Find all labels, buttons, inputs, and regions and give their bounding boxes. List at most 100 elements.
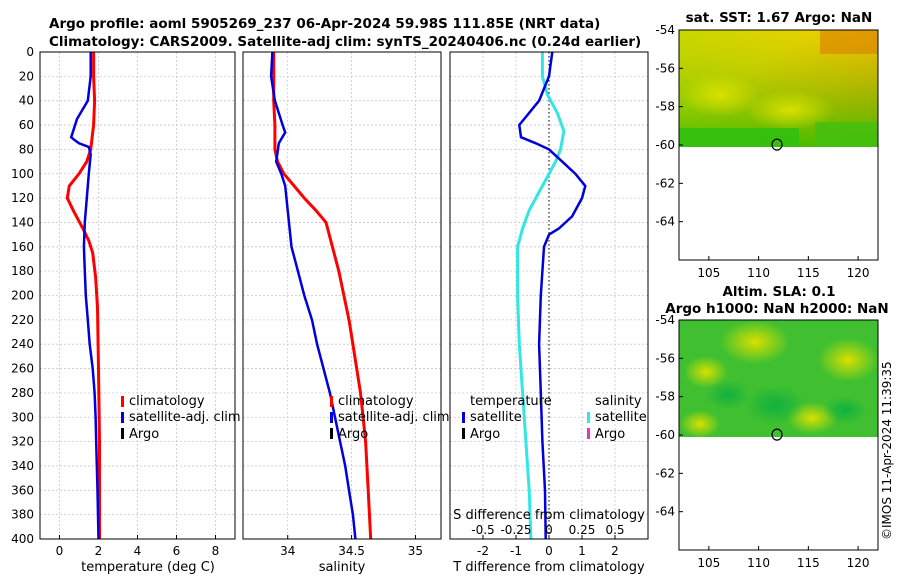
map-y-tick-label: -54 (655, 23, 675, 37)
map-y-tick-label: -56 (655, 351, 675, 365)
depth-tick-label: 380 (11, 508, 34, 522)
x-tick-label: 34.5 (338, 544, 365, 558)
map-y-tick-label: -60 (655, 138, 675, 152)
legend-salinity-satellite: satellite (595, 410, 647, 425)
temperature-tick-labels: 0 2 4 6 8 (56, 535, 220, 558)
sla-map-ticks: 105 110 115 120 -54 -56 -58 -60 -62 -64 (655, 313, 869, 570)
x-tick-label: 2 (95, 544, 103, 558)
map-x-tick-label: 110 (747, 556, 770, 570)
legend-climatology: climatology (338, 394, 414, 409)
depth-tick-label: 400 (11, 532, 34, 546)
sla-map-subtitle: Argo h1000: NaN h2000: NaN (665, 301, 888, 317)
map-x-tick-label: 120 (847, 266, 870, 280)
legend-salinity-satellite-swatch (587, 412, 590, 423)
map-y-tick-label: -56 (655, 61, 675, 75)
legend-argo: Argo (338, 427, 368, 442)
depth-tick-label: 240 (11, 337, 34, 351)
depth-tick-label: 260 (11, 362, 34, 376)
legend-satellite: satellite-adj. clim (338, 410, 450, 425)
legend-argo: Argo (129, 427, 159, 442)
legend-argo-swatch (462, 428, 465, 439)
salinity-satellite-line (269, 52, 357, 539)
legend-climatology-swatch (121, 396, 124, 407)
map-x-tick-label: 110 (747, 266, 770, 280)
depth-tick-label: 140 (11, 215, 34, 229)
x-tick-label: -2 (477, 544, 489, 558)
temperature-climatology-line (65, 52, 101, 539)
sla-map: Altim. SLA: 0.1 Argo h1000: NaN h2000: N… (655, 284, 888, 570)
x-tick-label: 0 (545, 544, 553, 558)
map-y-tick-label: -58 (655, 100, 675, 114)
legend-satellite-swatch (121, 412, 124, 423)
difference-grid (450, 51, 648, 540)
legend-temperature-satellite: satellite (470, 410, 522, 425)
map-y-tick-label: -64 (655, 505, 675, 519)
depth-tick-label: 20 (19, 69, 34, 83)
footer-watermark: ©IMOS 11-Apr-2024 11:39:35 (880, 361, 894, 540)
depth-tick-label: 220 (11, 313, 34, 327)
legend-salinity-title: salinity (595, 394, 642, 409)
x-tick-label: 1 (578, 544, 586, 558)
difference-xlabel: T difference from climatology (452, 560, 645, 575)
legend-climatology-swatch (330, 396, 333, 407)
salinity-difference-tick-label: 0.25 (569, 523, 596, 537)
temperature-difference-line (517, 52, 587, 539)
salinity-climatology-line (272, 52, 373, 539)
legend-argo-swatch (330, 428, 333, 439)
float-position-marker (771, 428, 783, 441)
x-tick-label: 4 (134, 544, 142, 558)
map-y-tick-label: -60 (655, 428, 675, 442)
temperature-panel: 0204060801001201401601802002202402602803… (11, 45, 241, 575)
legend-salinity-argo-swatch (587, 428, 590, 439)
map-x-tick-label: 105 (697, 556, 720, 570)
legend-temperature-title: temperature (470, 394, 552, 409)
sla-map-title: Altim. SLA: 0.1 (722, 284, 835, 300)
map-x-tick-label: 115 (797, 266, 820, 280)
x-tick-label: 0 (56, 544, 64, 558)
map-x-tick-label: 120 (847, 556, 870, 570)
float-position-marker (771, 138, 783, 151)
difference-tick-labels: -2 -1 0 1 2 (477, 535, 619, 558)
map-x-tick-label: 105 (697, 266, 720, 280)
figure-title-line2: Climatology: CARS2009. Satellite-adj cli… (49, 34, 641, 50)
map-y-tick-label: -62 (655, 176, 675, 190)
x-tick-label: -1 (510, 544, 522, 558)
legend-satellite-swatch (330, 412, 333, 423)
legend-salinity-argo: Argo (595, 427, 625, 442)
salinity-difference-label: S difference from climatology (453, 508, 645, 523)
map-x-tick-label: 115 (797, 556, 820, 570)
salinity-tick-labels: 34 34.5 35 (280, 535, 423, 558)
legend-satellite-swatch (462, 412, 465, 423)
map-y-tick-label: -58 (655, 390, 675, 404)
salinity-panel: 34 34.5 35 salinity climatology satellite-… (242, 51, 450, 575)
salinity-difference-line (516, 52, 566, 539)
salinity-grid (243, 51, 441, 540)
legend-climatology: climatology (129, 394, 205, 409)
legend-satellite: satellite-adj. clim (129, 410, 241, 425)
depth-tick-label: 360 (11, 483, 34, 497)
depth-tick-label: 300 (11, 410, 34, 424)
temperature-xlabel: temperature (deg C) (81, 560, 215, 575)
sst-map-ticks: 105 110 115 120 -54 -56 -58 -60 -62 -64 (655, 23, 869, 280)
salinity-difference-tick-labels: -0.5 -0.25 0 0.25 0.5 (471, 523, 624, 537)
sst-map: sat. SST: 1.67 Argo: NaN 105 110 115 120 -54… (655, 10, 879, 280)
depth-tick-label: 180 (11, 264, 34, 278)
depth-tick-label: 100 (11, 167, 34, 181)
map-y-tick-label: -64 (655, 215, 675, 229)
x-tick-label: 8 (212, 544, 220, 558)
depth-tick-label: 80 (19, 142, 34, 156)
salinity-xlabel: salinity (319, 560, 366, 575)
depth-tick-label: 60 (19, 118, 34, 132)
depth-tick-labels: 0 20 40 60 80 100 120 140 160 180 200 220 240 260 280 3… (11, 45, 34, 546)
temperature-grid (40, 51, 235, 540)
depth-tick-label: 120 (11, 191, 34, 205)
x-tick-label: 2 (611, 544, 619, 558)
x-tick-label: 6 (173, 544, 181, 558)
depth-tick-label: 40 (19, 94, 34, 108)
legend-argo-swatch (121, 428, 124, 439)
depth-tick-label: 0 (26, 45, 34, 59)
salinity-difference-tick-label: -0.5 (471, 523, 494, 537)
salinity-difference-tick-label: 0.5 (605, 523, 624, 537)
x-tick-label: 35 (408, 544, 423, 558)
depth-tick-label: 320 (11, 435, 34, 449)
